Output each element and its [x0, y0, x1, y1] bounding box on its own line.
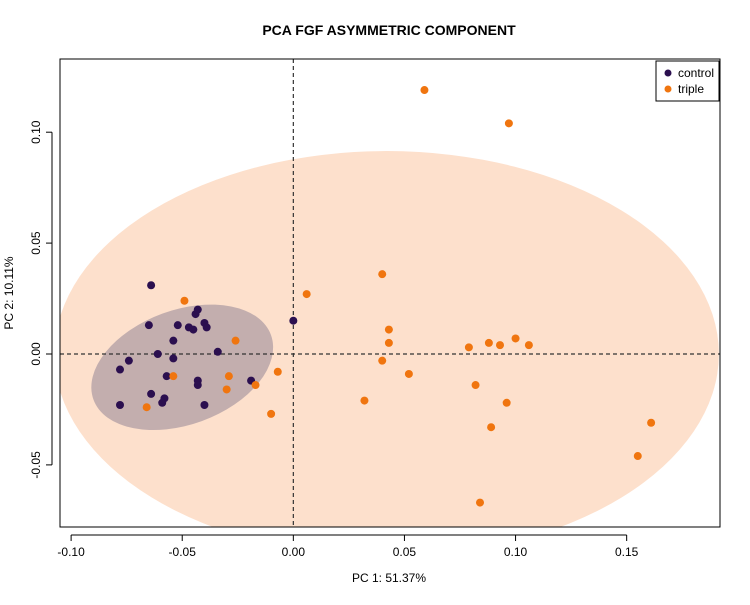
- point-triple: [360, 396, 369, 405]
- point-control: [144, 321, 153, 330]
- plot-frame: [59, 58, 721, 528]
- point-triple: [180, 296, 189, 305]
- y-axis-label: PC 2: 10.11%: [2, 256, 16, 329]
- point-triple: [142, 403, 151, 412]
- x-axis-label: PC 1: 51.37%: [352, 571, 426, 585]
- point-triple: [464, 343, 473, 352]
- legend-marker-control: [664, 69, 672, 77]
- point-control: [169, 354, 178, 363]
- y-tick-label: -0.05: [29, 451, 43, 479]
- x-tick-label: 0.05: [393, 545, 417, 559]
- point-control: [189, 325, 198, 334]
- x-tick-label: -0.05: [169, 545, 197, 559]
- x-tick-label: 0.00: [282, 545, 306, 559]
- point-triple: [502, 398, 511, 407]
- point-control: [147, 281, 156, 290]
- point-triple: [633, 452, 642, 461]
- y-axis: -0.05 0.00 0.05 0.10: [29, 120, 53, 479]
- point-triple: [524, 341, 533, 350]
- x-tick-label: 0.10: [504, 545, 528, 559]
- ellipse-control: [91, 304, 274, 431]
- point-triple: [273, 367, 282, 376]
- point-triple: [267, 409, 276, 418]
- point-triple: [471, 381, 480, 390]
- legend-label-triple: triple: [678, 82, 704, 96]
- point-triple: [504, 119, 513, 128]
- point-control: [193, 381, 202, 390]
- point-triple: [476, 498, 484, 507]
- point-triple: [378, 356, 387, 365]
- point-triple: [302, 290, 311, 299]
- y-tick-label: 0.05: [29, 231, 43, 255]
- point-control: [202, 323, 211, 332]
- point-triple: [224, 372, 233, 381]
- point-triple: [404, 369, 413, 378]
- x-axis: -0.10 -0.05 0.00 0.05 0.10 0.15: [57, 534, 639, 559]
- point-triple: [169, 372, 178, 381]
- y-tick-label: 0.00: [29, 342, 43, 366]
- point-triple: [496, 341, 504, 350]
- point-triple: [647, 418, 656, 427]
- legend-label-control: control: [678, 66, 714, 80]
- point-control: [116, 401, 124, 410]
- legend-box: [655, 60, 720, 102]
- x-tick-label: 0.15: [615, 545, 639, 559]
- x-tick-label: -0.10: [57, 545, 85, 559]
- point-triple: [384, 325, 393, 334]
- point-control: [162, 372, 171, 381]
- point-triple: [420, 86, 429, 95]
- point-triple: [384, 338, 393, 347]
- y-tick-label: 0.10: [29, 120, 43, 144]
- point-control: [153, 349, 162, 358]
- point-control: [193, 305, 202, 314]
- chart-title: PCA FGF ASYMMETRIC COMPONENT: [262, 22, 516, 38]
- point-triple: [484, 338, 493, 347]
- point-control: [116, 365, 124, 374]
- point-triple: [378, 270, 387, 279]
- point-triple: [251, 381, 260, 390]
- point-control: [173, 321, 182, 330]
- point-control: [213, 347, 222, 356]
- point-control: [147, 389, 156, 398]
- legend: control triple: [655, 60, 720, 102]
- point-triple: [231, 336, 240, 345]
- point-control: [169, 336, 178, 345]
- point-triple: [487, 423, 496, 432]
- point-control: [289, 316, 298, 325]
- point-triple: [511, 334, 520, 343]
- point-triple: [222, 385, 231, 394]
- point-control: [158, 398, 167, 407]
- reference-lines: [60, 59, 720, 527]
- legend-marker-triple: [664, 85, 672, 93]
- point-control: [124, 356, 133, 365]
- point-control: [200, 401, 209, 410]
- data-points: [116, 86, 656, 507]
